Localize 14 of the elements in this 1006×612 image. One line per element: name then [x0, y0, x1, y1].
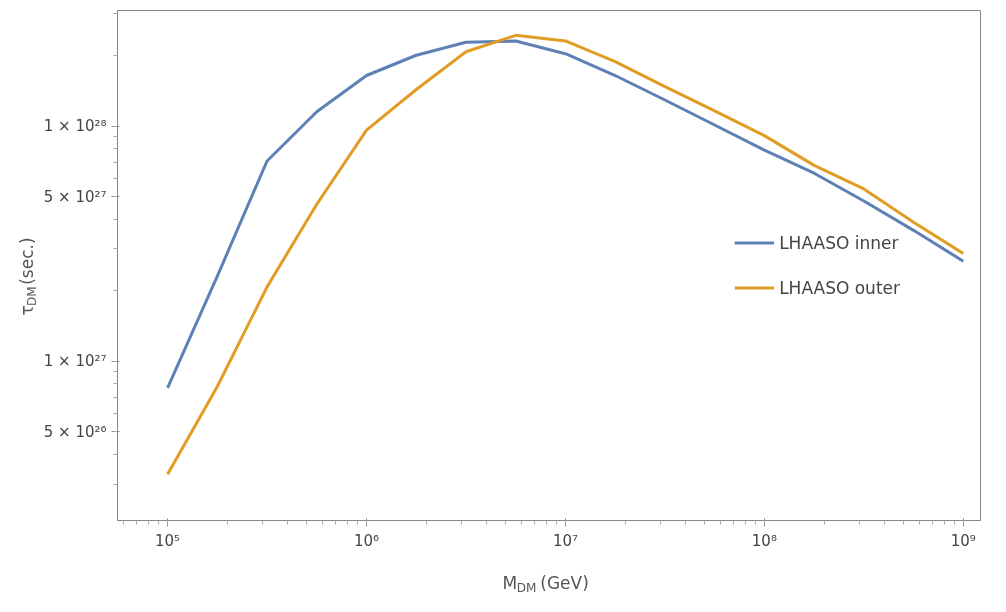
x-tick-label: 10⁸	[751, 531, 777, 550]
x-tick-label: 10⁷	[552, 531, 579, 550]
y-tick-label: 5 × 10²⁷	[43, 187, 107, 206]
x-tick-label: 10⁵	[155, 531, 181, 550]
y-tick-label: 5 × 10²⁶	[43, 422, 107, 441]
x-tick-label: 10⁹	[950, 531, 976, 550]
line-series	[166, 39, 965, 390]
legend-label: LHAASO outer	[779, 277, 900, 298]
y-tick-label: 1 × 10²⁸	[43, 117, 107, 136]
legend-label: LHAASO inner	[779, 232, 899, 253]
y-tick-label: 1 × 10²⁷	[43, 352, 107, 371]
line-series	[166, 33, 965, 476]
y-axis-title: τDM(sec.)	[16, 237, 39, 316]
x-tick-label: 10⁶	[353, 531, 380, 550]
